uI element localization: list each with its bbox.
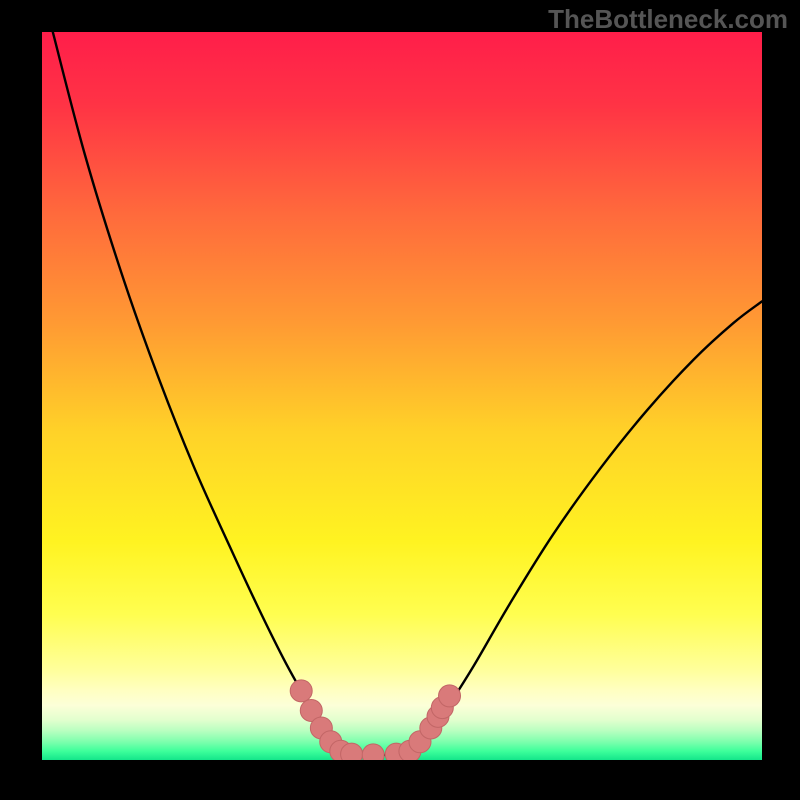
highlight-marker <box>439 685 461 707</box>
highlight-marker <box>341 743 363 760</box>
highlight-markers <box>290 680 460 760</box>
highlight-marker <box>362 744 384 760</box>
bottleneck-curve-chart <box>42 32 762 760</box>
watermark-text: TheBottleneck.com <box>548 4 788 35</box>
highlight-marker <box>290 680 312 702</box>
v-curve-line <box>53 32 762 755</box>
chart-frame <box>42 32 762 760</box>
